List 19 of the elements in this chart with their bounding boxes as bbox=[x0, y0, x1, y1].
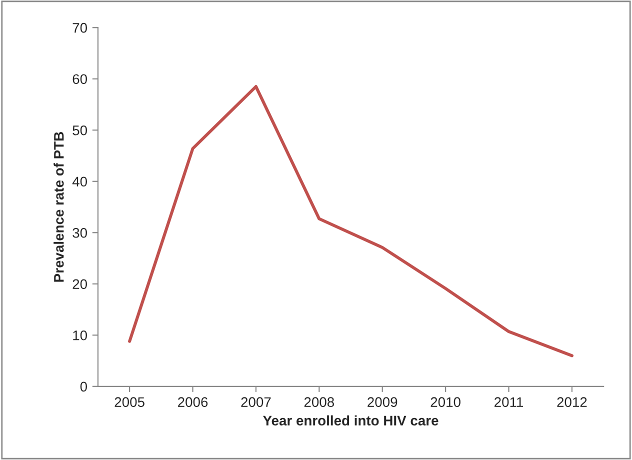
x-tick-label: 2006 bbox=[178, 397, 208, 408]
y-tick-label: 10 bbox=[73, 330, 87, 340]
x-axis-title: Year enrolled into HIV care bbox=[263, 415, 438, 426]
y-tick-label: 0 bbox=[80, 382, 87, 392]
y-tick-label: 40 bbox=[72, 176, 87, 187]
y-tick-label: 30 bbox=[72, 228, 87, 238]
x-tick-label: 2011 bbox=[494, 397, 524, 408]
x-tick-label: 2009 bbox=[368, 397, 398, 408]
x-tick-label: 2012 bbox=[557, 397, 587, 408]
y-tick-label: 70 bbox=[72, 22, 87, 33]
y-tick-label: 60 bbox=[72, 74, 87, 84]
x-tick-label: 2010 bbox=[430, 397, 460, 408]
y-axis-title: Prevalence rate of PTB bbox=[54, 132, 64, 282]
y-tick-label: 50 bbox=[72, 125, 87, 136]
x-tick-label: 2007 bbox=[241, 397, 271, 408]
x-tick-label: 2005 bbox=[114, 397, 144, 408]
x-tick-label: 2008 bbox=[304, 397, 334, 408]
line-series bbox=[128, 85, 574, 358]
y-tick-label: 20 bbox=[72, 279, 87, 290]
